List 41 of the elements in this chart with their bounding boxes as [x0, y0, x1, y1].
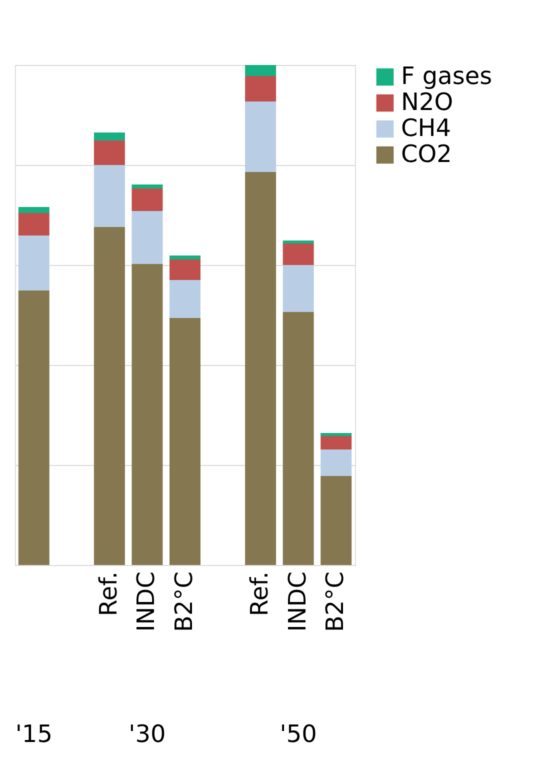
x-tick-label: B2°C	[321, 572, 350, 632]
bar	[170, 260, 200, 280]
bar	[170, 318, 200, 565]
x-tick-label: Ref.	[246, 572, 274, 616]
bar	[170, 256, 200, 260]
bar	[18, 207, 50, 213]
bar	[245, 172, 276, 565]
legend-label: F gases	[401, 62, 492, 90]
bar	[320, 476, 352, 565]
bar	[170, 280, 200, 318]
bar	[18, 213, 50, 236]
text: '50	[280, 720, 317, 748]
bar	[320, 436, 352, 450]
bar	[282, 240, 314, 244]
bar	[282, 265, 314, 312]
bar	[94, 227, 125, 565]
bar	[320, 433, 352, 436]
bar	[245, 76, 276, 102]
bar	[94, 165, 125, 227]
text: '30	[128, 720, 166, 748]
bar	[320, 450, 352, 476]
bar	[18, 236, 50, 290]
bar	[132, 264, 163, 565]
bar	[18, 290, 50, 565]
bar	[94, 140, 125, 165]
x-tick-label: INDC	[283, 572, 312, 632]
legend-label: CO2	[401, 140, 452, 168]
bar	[132, 184, 163, 188]
bar	[132, 211, 163, 264]
bar	[282, 312, 314, 565]
x-tick-label: Ref.	[94, 572, 122, 616]
bar	[245, 65, 276, 76]
bar	[245, 102, 276, 172]
legend-label: N2O	[401, 88, 454, 116]
bar	[282, 244, 314, 265]
bar	[94, 132, 125, 140]
legend-label: CH4	[401, 114, 452, 142]
x-tick-label: B2°C	[170, 572, 198, 632]
x-tick-label: INDC	[132, 572, 160, 632]
bar	[132, 188, 163, 211]
text: '15	[15, 720, 52, 748]
